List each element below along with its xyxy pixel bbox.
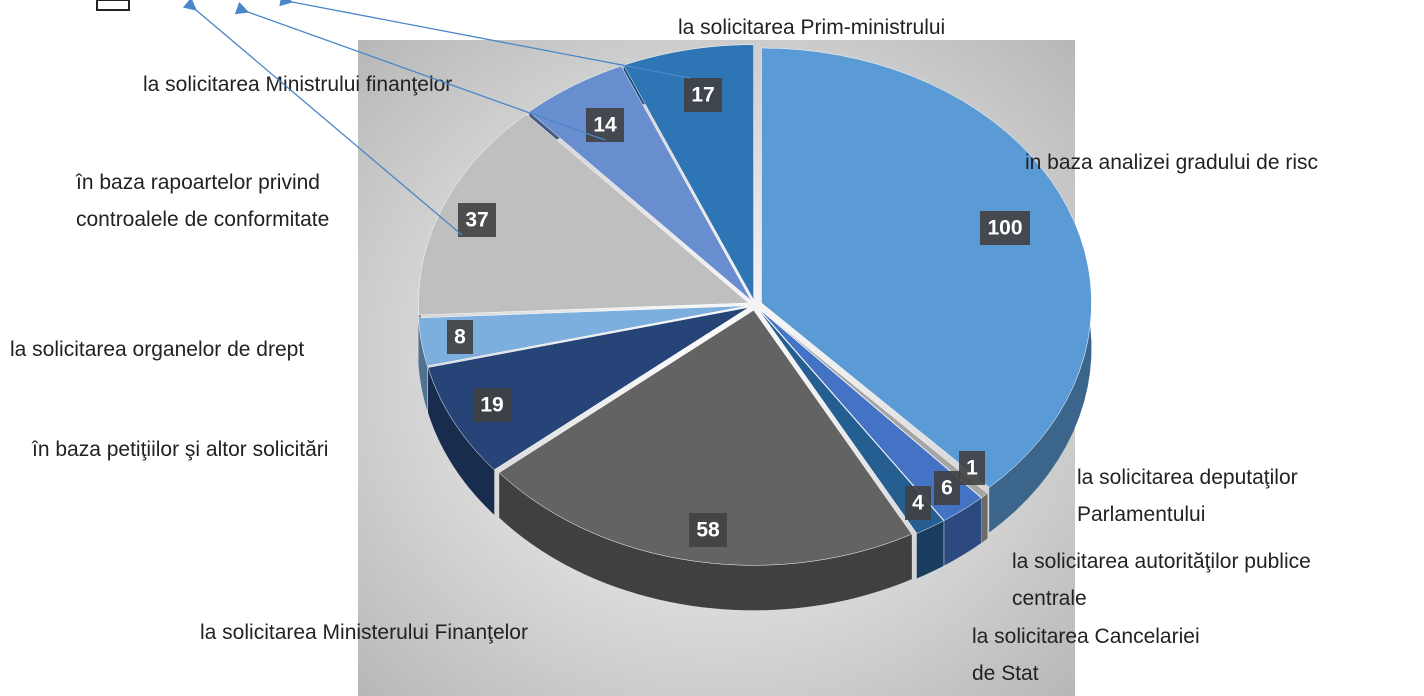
value-label: 4: [912, 492, 924, 515]
category-label: la solicitarea organelor de drept: [10, 338, 304, 361]
slice-side: [499, 472, 912, 611]
labels: in baza analizei gradului de risc 100 la s…: [10, 16, 1318, 685]
value-label: 8: [454, 326, 466, 349]
value-label: 17: [691, 84, 714, 107]
value-label: 100: [987, 217, 1022, 240]
slice: [528, 65, 752, 301]
slice-side-shade: [981, 493, 988, 543]
arrow: [279, 0, 691, 79]
slice: [498, 309, 913, 566]
arrow: [234, 1, 606, 141]
category-label: în baza rapoartelor privind controalele d…: [75, 171, 329, 231]
value-label-box: [959, 451, 985, 485]
value-label: 14: [593, 114, 617, 137]
value-label-box: [934, 471, 960, 505]
category-label: la solicitarea Ministrului finanţelor: [143, 73, 452, 96]
slice-side-shade: [499, 472, 912, 611]
arrows: [182, 0, 691, 236]
value-label: 1: [966, 457, 978, 480]
category-label: la solicitarea Cancelariei de Stat: [972, 625, 1200, 685]
slice-side-shade: [418, 317, 428, 411]
value-label-box: [458, 203, 496, 237]
category-label: în baza petiţiilor şi altor solicitări: [31, 438, 328, 461]
pie: [418, 44, 1092, 611]
slice: [759, 309, 982, 521]
category-label: la solicitarea Ministerului Finanţelor: [200, 621, 528, 644]
slice: [427, 307, 749, 471]
value-label-box: [684, 78, 722, 112]
category-label: in baza analizei gradului de risc: [1025, 151, 1318, 174]
small-box: [96, 0, 130, 11]
value-label-box: [905, 486, 931, 520]
value-label-box: [980, 211, 1030, 245]
slice-side: [418, 317, 428, 411]
slice-side-shade: [916, 520, 944, 579]
value-label-box: [689, 513, 727, 547]
value-label: 58: [696, 519, 720, 542]
slice: [758, 309, 945, 534]
arrow: [182, 0, 463, 236]
value-label-box: [473, 388, 511, 422]
value-label: 37: [465, 209, 488, 232]
slice-side-shade: [428, 367, 495, 515]
slice-side: [944, 497, 982, 566]
slice-side: [916, 520, 944, 579]
category-label: la solicitarea deputaţilor Parlamentului: [1077, 466, 1298, 526]
slice: [418, 113, 750, 316]
slice-side-shade: [944, 497, 982, 566]
value-label: 6: [941, 477, 953, 500]
slice-side: [428, 367, 495, 515]
slice: [761, 47, 1092, 488]
slice: [418, 305, 749, 367]
value-label: 19: [480, 394, 503, 417]
slice-side: [981, 493, 988, 543]
category-label: la solicitarea autorităţilor publice cent…: [1012, 550, 1311, 610]
value-label-box: [586, 108, 624, 142]
category-label: la solicitarea Prim-ministrului: [678, 16, 945, 39]
value-label-box: [447, 320, 473, 354]
slice: [759, 308, 988, 498]
